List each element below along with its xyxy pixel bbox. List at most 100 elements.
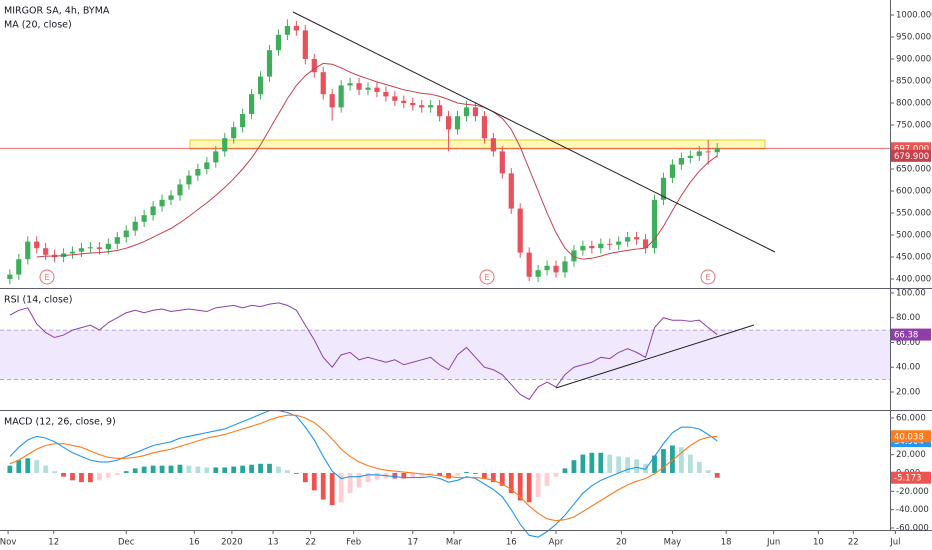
- histogram-bar: [473, 472, 478, 474]
- candle-body: [472, 107, 479, 117]
- candle-body: [714, 148, 720, 153]
- y-tick-label: 650.000: [896, 164, 931, 174]
- candle-body: [374, 87, 380, 92]
- histogram-bar: [105, 472, 111, 478]
- x-tick-label: 20: [616, 538, 627, 548]
- candle-body: [598, 243, 604, 249]
- histogram-bar: [123, 471, 129, 473]
- histogram-bar: [464, 472, 469, 473]
- candle-body: [78, 248, 85, 252]
- trend-line[interactable]: [292, 11, 776, 253]
- histogram-bar: [168, 465, 174, 473]
- candle-body: [168, 195, 174, 200]
- histogram-bar: [34, 460, 40, 473]
- candle-body: [248, 94, 255, 114]
- histogram-bar: [70, 472, 75, 481]
- x-tick-label: 17: [407, 538, 418, 548]
- candle-body: [213, 151, 219, 163]
- histogram-bar: [517, 472, 523, 501]
- candle-body: [311, 58, 317, 73]
- earnings-marker[interactable]: [39, 269, 55, 285]
- candle-body: [177, 184, 183, 196]
- candle-body: [7, 274, 13, 279]
- histogram-bar: [114, 472, 120, 475]
- histogram-bar: [419, 472, 425, 477]
- x-tick-label: Apr: [549, 538, 564, 548]
- candle-body: [517, 208, 523, 253]
- candle-body: [96, 247, 102, 250]
- candle-body: [329, 94, 335, 108]
- histogram-bar: [320, 472, 326, 500]
- plots: [0, 19, 890, 538]
- price-label: 697.000: [894, 144, 929, 154]
- histogram-bar: [374, 472, 380, 480]
- candle-body: [445, 116, 452, 130]
- candle-body: [463, 107, 470, 117]
- histogram-bar: [661, 449, 666, 473]
- candle-body: [338, 85, 344, 108]
- candle-body: [490, 138, 496, 152]
- candle-body: [571, 250, 577, 262]
- price-label: -5.173: [894, 474, 921, 484]
- x-tick-label: 16: [506, 538, 517, 548]
- price-label-box: [891, 430, 931, 443]
- candle-body: [69, 251, 76, 254]
- x-tick-label: 13: [268, 538, 279, 548]
- histogram-bar: [490, 472, 496, 483]
- y-tick-label: -40.000: [896, 505, 929, 515]
- earnings-label: E: [484, 273, 489, 282]
- price-label-box: [891, 328, 931, 341]
- histogram-bar: [589, 452, 595, 473]
- candle-body: [365, 87, 371, 90]
- histogram-bar: [401, 472, 407, 479]
- candle-body: [678, 157, 684, 165]
- x-tick-label: May: [664, 538, 682, 548]
- histogram-bar: [714, 472, 720, 478]
- histogram-bar: [526, 472, 532, 503]
- histogram-bar: [43, 465, 49, 473]
- histogram-bar: [96, 472, 102, 481]
- histogram-bar: [446, 472, 451, 479]
- zone-rectangle[interactable]: [189, 139, 766, 150]
- x-tick-label: Nov: [0, 538, 16, 548]
- candle-body: [616, 241, 622, 245]
- candle-body: [284, 26, 291, 35]
- histogram-bar: [25, 458, 31, 473]
- price-label: 40.038: [894, 432, 924, 442]
- candle-body: [544, 265, 550, 271]
- histogram-bar: [186, 465, 192, 473]
- candle-body: [25, 241, 31, 260]
- histogram-bar: [562, 468, 568, 473]
- y-tick-label: 60.00: [896, 338, 920, 348]
- candle-body: [320, 72, 326, 95]
- candle-body: [651, 199, 658, 249]
- histogram-bar: [652, 455, 657, 473]
- candle-body: [222, 138, 228, 152]
- y-tick-label: 40.00: [896, 363, 920, 373]
- earnings-marker[interactable]: [700, 269, 716, 285]
- candle-body: [293, 26, 299, 31]
- candle-body: [508, 173, 514, 209]
- histogram-bar: [213, 467, 219, 473]
- histogram-bar: [705, 470, 711, 473]
- histogram-bar: [132, 468, 138, 473]
- candle-body: [625, 237, 631, 242]
- histogram-bar: [365, 472, 371, 483]
- histogram-bar: [61, 472, 66, 477]
- candle-body: [87, 247, 94, 249]
- x-tick-label: 12: [48, 538, 59, 548]
- histogram-bar: [481, 472, 487, 479]
- histogram-bar: [258, 463, 263, 473]
- histogram-bar: [293, 472, 299, 474]
- y-tick-label: 1000.000: [896, 11, 932, 21]
- rsi-trend-line[interactable]: [555, 324, 755, 389]
- earnings-marker[interactable]: [479, 269, 495, 285]
- histogram-bar: [598, 452, 604, 473]
- candle-body: [302, 30, 308, 59]
- histogram-bar: [499, 472, 505, 486]
- candle-body: [526, 252, 532, 277]
- histogram-bar: [670, 445, 675, 473]
- y-tick-label: 20.00: [896, 387, 920, 397]
- histogram-bar: [204, 467, 210, 473]
